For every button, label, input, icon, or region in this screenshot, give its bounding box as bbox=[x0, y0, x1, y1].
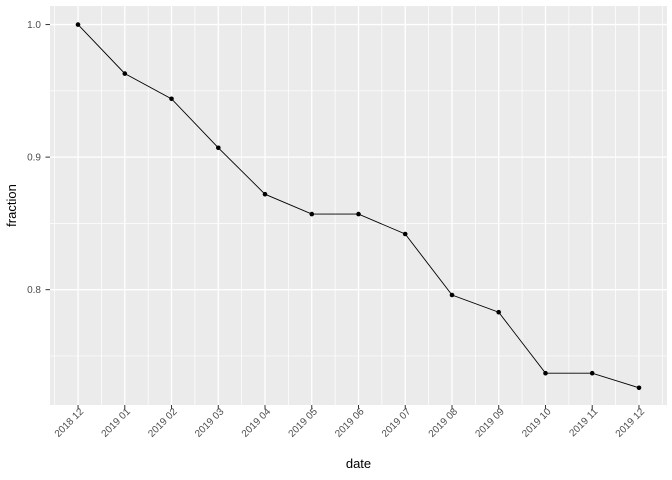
x-tick-label: 2019 01 bbox=[100, 406, 134, 440]
y-tick-label: 0.8 bbox=[27, 285, 41, 296]
data-point bbox=[402, 231, 408, 237]
x-tick-label: 2019 03 bbox=[193, 406, 227, 440]
x-tick-label: 2019 06 bbox=[333, 406, 367, 440]
data-point bbox=[589, 370, 595, 376]
x-tick-label: 2019 08 bbox=[427, 406, 461, 440]
y-axis-title: fraction bbox=[4, 184, 19, 227]
data-point bbox=[496, 309, 502, 315]
y-tick-label: 1.0 bbox=[27, 20, 41, 31]
x-axis-tick-labels: 2018 12 2019 01 2019 02 2019 03 2019 04 2019 … bbox=[53, 406, 648, 440]
data-point bbox=[449, 292, 455, 298]
data-point bbox=[356, 211, 361, 217]
data-points bbox=[75, 22, 642, 391]
data-point bbox=[169, 96, 174, 102]
data-point bbox=[309, 211, 315, 217]
x-tick-label: 2019 04 bbox=[240, 406, 274, 440]
y-axis-tick-labels: 0.8 0.9 1.0 bbox=[27, 20, 41, 296]
x-tick-label: 2019 12 bbox=[614, 406, 648, 440]
x-axis-title: date bbox=[346, 456, 371, 471]
x-tick-label: 2019 02 bbox=[146, 406, 180, 440]
x-tick-label: 2018 12 bbox=[53, 406, 87, 440]
y-tick-label: 0.9 bbox=[27, 153, 41, 164]
data-point bbox=[543, 370, 548, 376]
data-point bbox=[636, 385, 642, 391]
x-tick-label: 2019 09 bbox=[474, 406, 508, 440]
data-point bbox=[262, 191, 268, 197]
x-tick-label: 2019 05 bbox=[287, 406, 321, 440]
data-point bbox=[122, 71, 128, 76]
x-tick-label: 2019 11 bbox=[568, 406, 601, 439]
data-point bbox=[216, 145, 221, 151]
major-gridlines bbox=[50, 6, 667, 405]
x-tick-label: 2019 07 bbox=[380, 406, 414, 440]
data-point bbox=[75, 22, 81, 27]
axis-tick-marks bbox=[45, 24, 640, 410]
x-tick-label: 2019 10 bbox=[520, 406, 554, 440]
